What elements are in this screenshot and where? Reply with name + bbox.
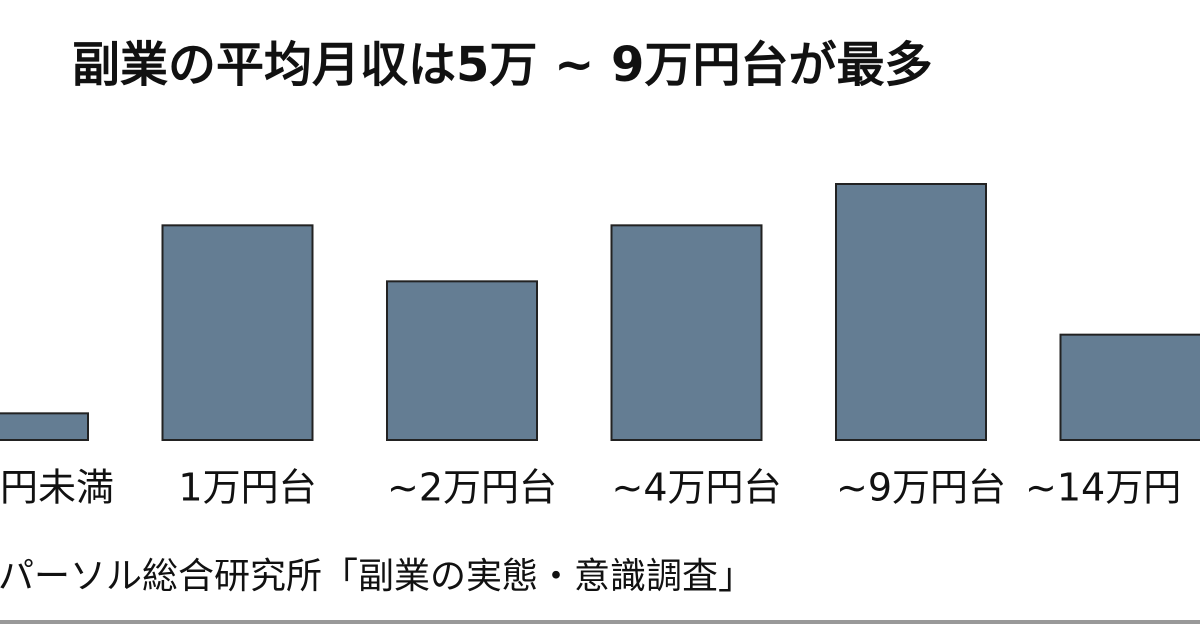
x-tick-label: ~9万円台 bbox=[836, 466, 1006, 510]
bar bbox=[161, 224, 314, 441]
bar bbox=[0, 412, 89, 442]
source-note: パーソル総合研究所「副業の実態・意識調査」 bbox=[0, 556, 754, 597]
x-tick-label: 1万円台 bbox=[178, 466, 316, 510]
chart-title: 副業の平均月収は5万 ~ 9万円台が最多 bbox=[72, 37, 932, 93]
x-tick-label: ~14万円 bbox=[1025, 466, 1181, 510]
bar bbox=[835, 183, 987, 441]
bar bbox=[386, 280, 538, 442]
bar bbox=[610, 224, 763, 441]
x-tick-label: 円未満 bbox=[0, 466, 114, 510]
x-tick-label: ~4万円台 bbox=[611, 466, 781, 510]
x-tick-label: ~2万円台 bbox=[387, 466, 557, 510]
bar bbox=[1059, 333, 1200, 441]
